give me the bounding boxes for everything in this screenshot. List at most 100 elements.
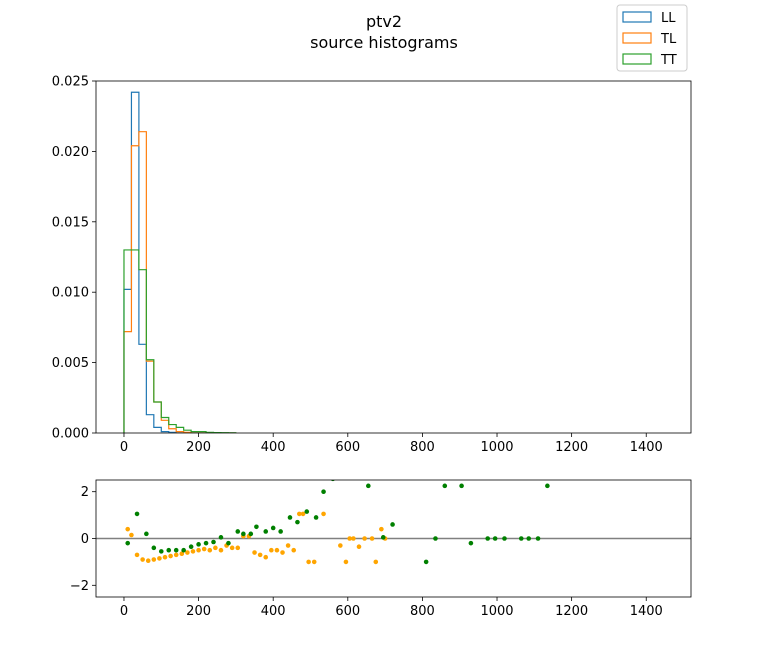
scatter-point-green	[330, 480, 335, 482]
top-y-tick-label: 0.015	[52, 215, 89, 230]
legend-label-TT: TT	[660, 53, 677, 68]
scatter-point-green	[270, 525, 276, 531]
scatter-point-orange	[311, 559, 317, 565]
scatter-point-green	[226, 540, 231, 546]
scatter-point-orange	[291, 547, 297, 553]
scatter-point-green	[218, 535, 224, 540]
scatter-point-orange	[321, 511, 326, 517]
scatter-point-green	[151, 545, 157, 551]
bottom-x-tick-label: 1200	[555, 604, 588, 619]
scatter-point-green	[173, 547, 179, 553]
top-y-tick-label: 0.010	[52, 286, 89, 301]
bottom-points-group	[96, 480, 691, 565]
scatter-point-green	[442, 483, 448, 489]
bottom-panel: 0 200 400 600 800 1000 1200 1400 −2 0 2	[70, 479, 692, 619]
scatter-point-orange	[373, 559, 379, 565]
scatter-point-green	[423, 559, 429, 565]
legend-swatch-TT	[622, 53, 652, 65]
top-y-tick-label: 0.020	[52, 145, 89, 160]
top-x-tick-label: 1200	[555, 440, 588, 455]
scatter-point-green	[235, 529, 241, 534]
scatter-point-green	[518, 536, 524, 541]
scatter-point-orange	[207, 547, 213, 553]
top-y-tick-label: 0.000	[52, 427, 89, 442]
scatter-point-orange	[351, 536, 356, 541]
bottom-x-tick-label: 1400	[630, 604, 663, 619]
scatter-point-orange	[285, 543, 291, 548]
scatter-point-orange	[168, 553, 173, 559]
scatter-point-green	[263, 529, 269, 534]
series-TL-step	[123, 131, 236, 433]
scatter-point-orange	[274, 547, 280, 553]
scatter-point-orange	[134, 552, 140, 558]
scatter-point-orange	[252, 550, 257, 555]
scatter-point-green	[203, 540, 209, 546]
top-x-tick-label: 0	[120, 440, 128, 455]
top-x-tick-label: 1400	[630, 440, 663, 455]
scatter-point-orange	[356, 544, 362, 549]
bottom-x-tick-label: 800	[410, 604, 435, 619]
scatter-point-green	[295, 519, 300, 525]
scatter-point-orange	[347, 536, 352, 541]
scatter-point-green	[241, 531, 246, 537]
scatter-point-green	[380, 535, 386, 540]
scatter-point-green	[278, 529, 283, 534]
scatter-point-orange	[201, 546, 207, 552]
scatter-point-green	[545, 483, 550, 489]
scatter-point-orange	[190, 549, 196, 554]
scatter-point-green	[158, 549, 164, 554]
scatter-point-orange	[229, 545, 235, 551]
legend-label-TL: TL	[660, 32, 677, 47]
scatter-point-green	[468, 540, 474, 546]
scatter-point-orange	[185, 550, 190, 555]
scatter-point-green	[254, 524, 259, 530]
scatter-point-orange	[145, 558, 151, 564]
scatter-point-green	[196, 542, 201, 547]
scatter-point-green	[459, 483, 464, 489]
scatter-point-orange	[235, 545, 241, 551]
scatter-point-green	[287, 515, 293, 520]
scatter-point-orange	[179, 551, 185, 557]
scatter-point-green	[321, 489, 326, 495]
scatter-point-green	[485, 536, 490, 541]
scatter-point-orange	[338, 543, 343, 548]
scatter-point-orange	[280, 550, 285, 555]
scatter-point-orange	[269, 547, 274, 553]
scatter-point-green	[125, 540, 131, 546]
scatter-point-orange	[218, 547, 224, 553]
scatter-point-orange	[300, 511, 306, 517]
scatter-point-orange	[297, 511, 302, 517]
scatter-point-orange	[369, 536, 375, 541]
scatter-point-green	[390, 522, 395, 527]
scatter-point-green	[313, 515, 319, 520]
scatter-point-orange	[379, 526, 384, 532]
scatter-point-green	[535, 536, 541, 541]
scatter-point-orange	[157, 556, 162, 561]
scatter-point-green	[433, 536, 438, 541]
legend-swatch-LL	[622, 11, 652, 23]
scatter-point-orange	[306, 559, 311, 565]
series-TT-step	[123, 249, 237, 433]
scatter-point-orange	[362, 536, 367, 541]
scatter-point-green	[248, 531, 254, 537]
top-series-group	[123, 91, 237, 433]
top-x-tick-label: 600	[335, 440, 360, 455]
bottom-x-tick-label: 0	[120, 604, 128, 619]
scatter-point-orange	[129, 532, 134, 538]
scatter-point-orange	[173, 552, 179, 558]
scatter-point-green	[304, 509, 310, 514]
scatter-point-orange	[213, 545, 218, 551]
scatter-point-green	[526, 536, 532, 541]
top-y-tick-label: 0.005	[52, 356, 89, 371]
scatter-point-green	[181, 547, 186, 553]
scatter-point-orange	[140, 557, 145, 562]
top-x-tick-label: 1000	[480, 440, 513, 455]
top-x-tick-label: 800	[410, 440, 435, 455]
bottom-x-tick-label: 200	[186, 604, 211, 619]
scatter-point-orange	[162, 554, 168, 560]
top-y-tick-label: 0.025	[52, 75, 89, 90]
scatter-point-green	[166, 547, 172, 553]
top-axes-frame	[95, 80, 692, 434]
chart-title-line-2: source histograms	[310, 33, 458, 52]
